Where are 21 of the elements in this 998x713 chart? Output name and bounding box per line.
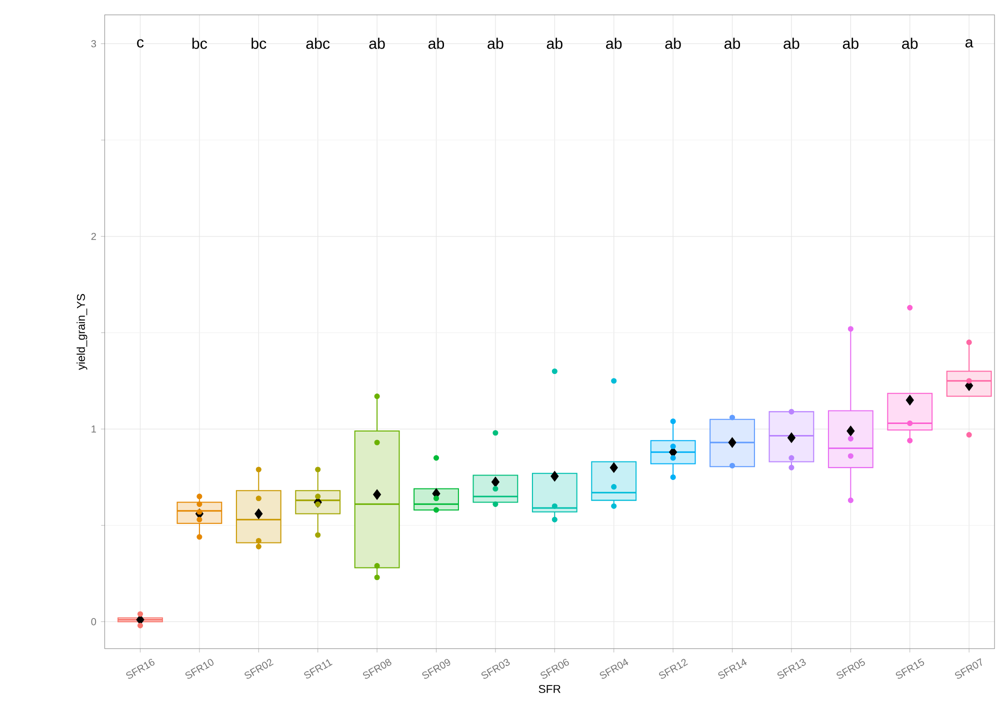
annotation: ab — [902, 38, 918, 49]
y-tick-label: 2 — [91, 232, 96, 240]
annotation: ab — [428, 38, 444, 49]
annotation: ab — [546, 38, 562, 49]
annotation: ab — [724, 38, 740, 49]
y-tick-label: 1 — [92, 426, 96, 432]
annotation: ab — [488, 38, 504, 49]
x-axis-title: SFR — [538, 684, 560, 694]
y-tick-label: 3 — [91, 40, 96, 48]
annotation: bc — [192, 38, 208, 49]
annotation: ab — [665, 38, 681, 49]
annotation: ab — [784, 38, 800, 49]
annotation: c — [137, 39, 144, 48]
annotation: ab — [369, 38, 385, 49]
annotation: a — [965, 39, 974, 48]
annotation: ab — [842, 38, 858, 49]
y-axis-title: yield_grain_YS — [76, 294, 88, 370]
annotation: abc — [306, 38, 330, 49]
y-tick-label: 0 — [91, 618, 96, 626]
annotation: bc — [252, 38, 266, 49]
annotation: ab — [606, 38, 622, 49]
